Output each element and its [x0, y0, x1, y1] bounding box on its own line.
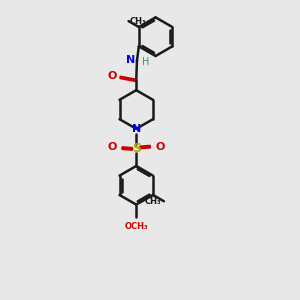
- Text: N: N: [132, 124, 141, 134]
- Text: N: N: [126, 55, 136, 65]
- Text: O: O: [155, 142, 165, 152]
- Text: OCH₃: OCH₃: [124, 222, 148, 231]
- Text: CH₃: CH₃: [130, 16, 147, 26]
- Text: H: H: [142, 57, 149, 67]
- Text: O: O: [108, 142, 117, 152]
- Text: CH₃: CH₃: [145, 197, 162, 206]
- Text: S: S: [132, 142, 141, 154]
- Text: O: O: [108, 71, 117, 81]
